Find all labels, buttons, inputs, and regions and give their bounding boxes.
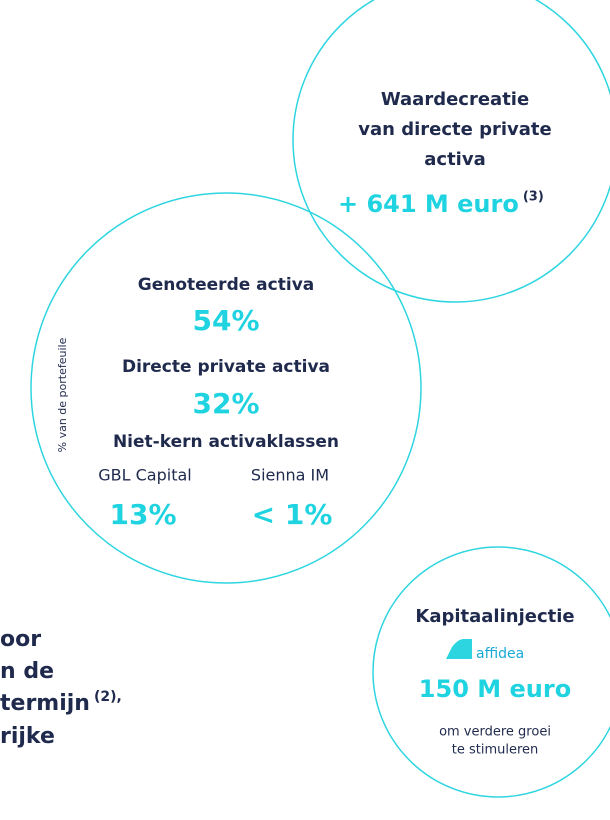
item-value: 32%	[192, 387, 259, 420]
value-title: Waardecreatie	[381, 89, 529, 110]
portfolio-circle	[30, 192, 422, 584]
part-value: < 1%	[252, 498, 333, 531]
logo-text: affidea	[476, 646, 524, 662]
value-title: activa	[424, 149, 485, 170]
injection-title: Kapitaalinjectie	[415, 606, 574, 627]
axis-note: % van de portefeuile	[56, 337, 69, 452]
part-value: 13%	[109, 498, 176, 531]
side-line: termijn	[0, 691, 90, 716]
value-title: van directe private	[358, 119, 551, 140]
injection-note: te stimuleren	[452, 743, 539, 758]
value-circle	[292, 0, 610, 303]
value-amount: + 641 M euro	[338, 190, 519, 218]
non-core-label: Niet-kern activaklassen	[113, 432, 339, 452]
side-line: n de	[0, 659, 54, 684]
item-label: Genoteerde activa	[138, 275, 315, 295]
side-line: rijke	[0, 724, 55, 749]
injection-circle	[372, 546, 610, 798]
footnote: (3)	[523, 190, 544, 205]
side-line: oor	[0, 627, 41, 652]
item-value: 54%	[192, 304, 259, 337]
injection-note: om verdere groei	[439, 725, 551, 740]
injection-amount: 150 M euro	[419, 675, 571, 703]
part-label: Sienna IM	[251, 466, 329, 485]
part-label: GBL Capital	[98, 466, 191, 485]
side-footnote: (2),	[94, 689, 122, 705]
item-label: Directe private activa	[122, 357, 330, 377]
logo-icon	[446, 639, 472, 659]
